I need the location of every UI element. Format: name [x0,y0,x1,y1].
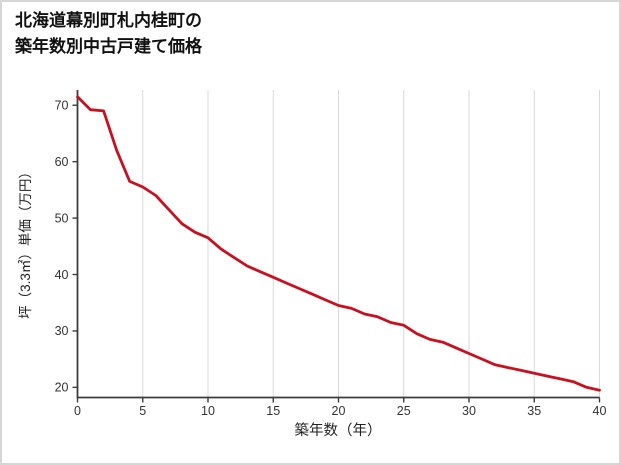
x-tick-label: 30 [462,404,476,418]
y-tick-label: 60 [55,155,69,169]
x-tick-label: 15 [266,404,280,418]
x-tick-label: 25 [397,404,411,418]
x-axis-label: 築年数（年） [294,423,382,439]
x-tick-label: 40 [593,404,607,418]
y-tick-label: 40 [55,268,69,282]
chart-title-line2: 築年数別中古戸建て価格 [15,36,202,56]
x-tick-label: 0 [74,404,81,418]
x-tick-label: 10 [201,404,215,418]
chart-title: 北海道幕別町札内桂町の 築年数別中古戸建て価格 [15,8,202,59]
price-line [76,95,601,392]
chart-title-line1: 北海道幕別町札内桂町の [15,11,202,30]
y-tick-label: 70 [55,99,69,113]
y-tick-label: 20 [55,381,69,395]
x-tick-label: 35 [527,404,541,418]
x-tick-label: 20 [332,404,346,418]
x-tick-label: 5 [139,404,146,418]
y-tick-label: 50 [55,211,69,225]
y-tick-label: 30 [55,324,69,338]
